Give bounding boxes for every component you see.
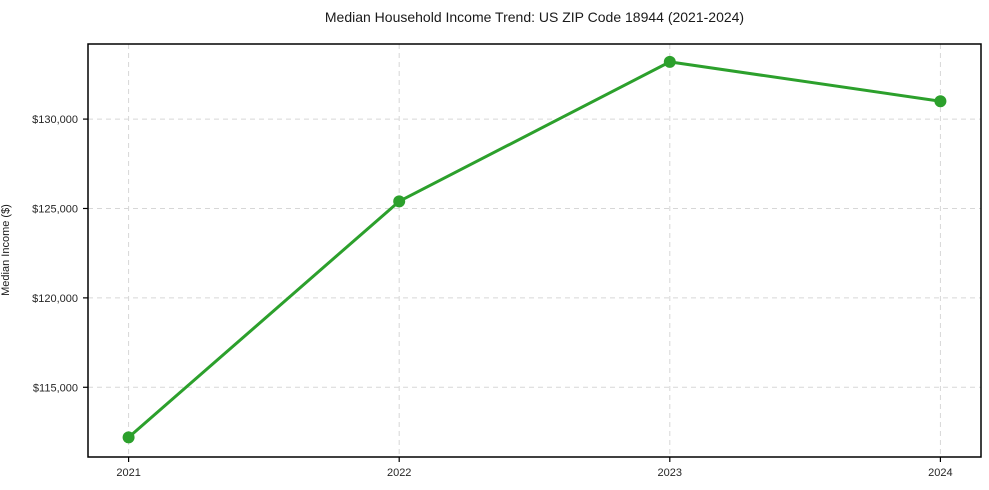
x-tick-label: 2023: [658, 467, 682, 479]
y-tick-label: $115,000: [33, 382, 78, 394]
data-point-2021: [122, 431, 135, 444]
x-tick-label: 2021: [116, 467, 140, 479]
y-tick-label: $125,000: [32, 203, 78, 215]
y-tick-label: $120,000: [32, 293, 78, 305]
y-tick-label: $130,000: [32, 114, 78, 126]
data-point-2023: [663, 55, 676, 68]
x-tick-label: 2022: [387, 467, 411, 479]
chart-title: Median Household Income Trend: US ZIP Co…: [324, 9, 745, 25]
plot-border: [87, 43, 982, 458]
data-point-2022: [393, 195, 406, 208]
data-point-2024: [934, 95, 947, 108]
x-tick-label: 2024: [928, 467, 952, 479]
trend-line: [127, 60, 942, 439]
